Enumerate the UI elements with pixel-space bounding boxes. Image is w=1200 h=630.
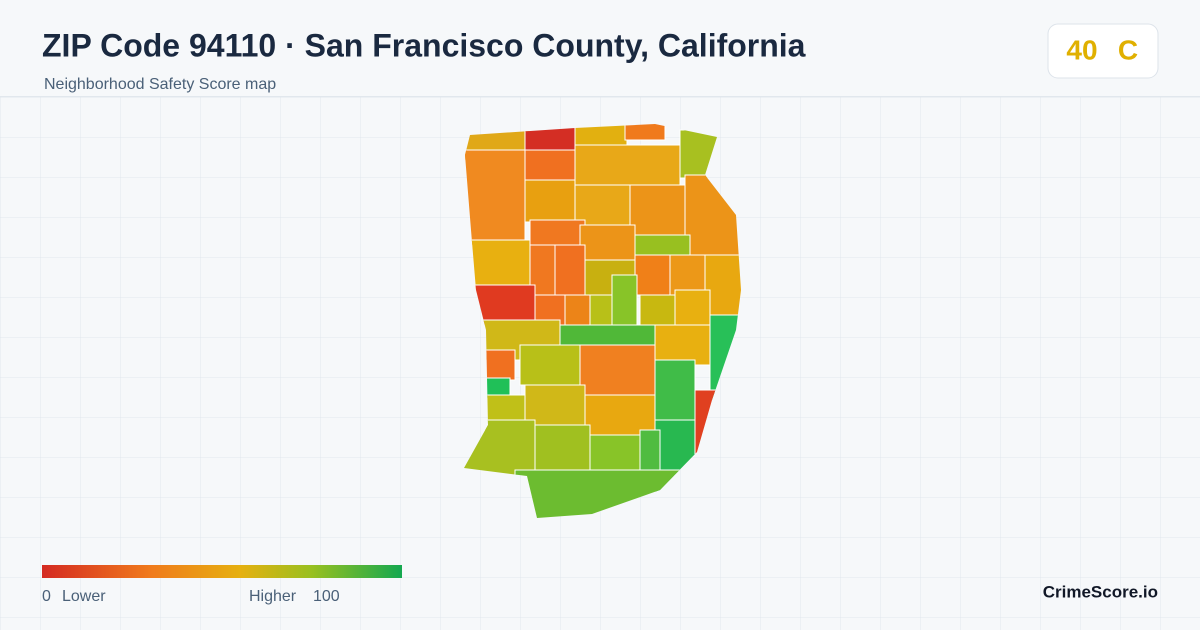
map-area — [629, 184, 686, 236]
legend-min: 0 — [42, 588, 51, 605]
map-area — [584, 394, 656, 436]
score-badge — [1047, 23, 1159, 79]
map-area — [634, 254, 671, 296]
map-area — [654, 324, 711, 366]
map-area — [524, 149, 576, 183]
map-area — [554, 244, 586, 301]
legend-bar — [42, 565, 402, 578]
map-area — [524, 179, 576, 223]
map-area — [704, 254, 741, 316]
legend-max: 100 — [313, 588, 340, 605]
map-area — [674, 289, 711, 326]
map-area — [524, 384, 586, 426]
map-area — [529, 219, 586, 246]
title: ZIP Code 94110 · San Francisco County, C… — [42, 27, 806, 63]
score-value: 40 — [1066, 34, 1097, 65]
map-area — [624, 124, 666, 141]
map-area — [639, 294, 676, 326]
map-area — [574, 144, 681, 186]
map-area — [669, 254, 706, 296]
map-area — [579, 224, 636, 261]
score-grade: C — [1118, 34, 1138, 65]
map-area — [534, 424, 591, 476]
map-area — [564, 294, 591, 326]
legend-low: Lower — [62, 588, 106, 605]
brand: CrimeScore.io — [1043, 582, 1158, 601]
subtitle: Neighborhood Safety Score map — [44, 76, 276, 93]
legend-high: Higher — [249, 588, 297, 605]
header-divider — [0, 96, 1200, 97]
map-area — [589, 294, 616, 326]
map-area — [574, 184, 631, 226]
map-area — [519, 344, 581, 386]
map-area — [611, 274, 638, 326]
map-area — [574, 124, 628, 149]
